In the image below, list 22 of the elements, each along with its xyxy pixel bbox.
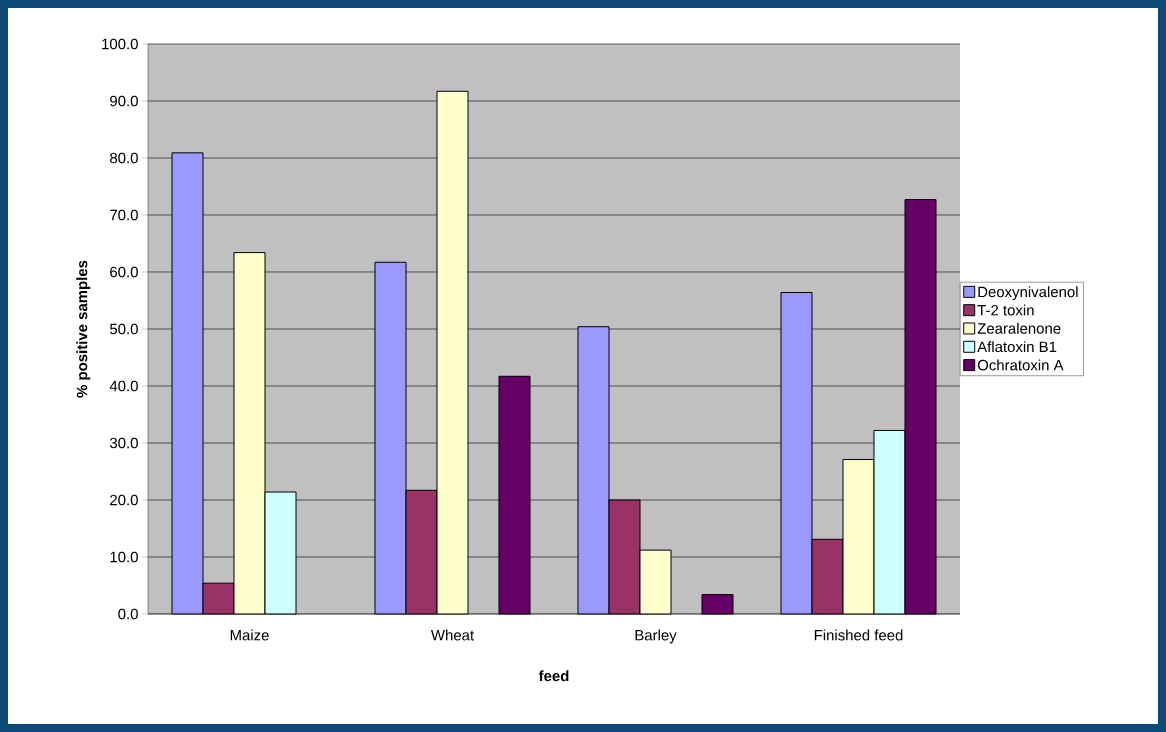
y-tick-label: 80.0 bbox=[110, 152, 138, 164]
y-tick-label: 50.0 bbox=[110, 323, 138, 335]
x-axis-title: feed bbox=[538, 670, 569, 682]
y-tick-label: 90.0 bbox=[110, 95, 138, 107]
y-axis-title: % positive samples bbox=[76, 260, 91, 398]
y-tick-label: 40.0 bbox=[109, 380, 138, 392]
y-tick-label: 100.0 bbox=[102, 38, 138, 50]
x-tick-label: Finished feed bbox=[814, 629, 903, 641]
legend-label: Ochratoxin A bbox=[977, 359, 1064, 371]
x-tick-label: Barley bbox=[635, 629, 677, 644]
legend-label: Aflatoxin B1 bbox=[977, 341, 1057, 353]
x-tick-label: Maize bbox=[230, 629, 269, 641]
y-tick-label: 20.0 bbox=[110, 494, 138, 506]
y-tick-label: 0.0 bbox=[118, 608, 138, 620]
x-tick-label: Wheat bbox=[430, 629, 474, 641]
legend-label: Zearalenone bbox=[977, 322, 1061, 334]
y-tick-label: 10.0 bbox=[110, 551, 138, 563]
y-tick-label: 70.0 bbox=[110, 209, 138, 221]
y-tick-label: 30.0 bbox=[109, 437, 138, 449]
legend-label: Deoxynivalenol bbox=[978, 286, 1078, 301]
y-tick-label: 60.0 bbox=[110, 266, 138, 278]
legend-label: T-2 toxin bbox=[977, 304, 1034, 316]
